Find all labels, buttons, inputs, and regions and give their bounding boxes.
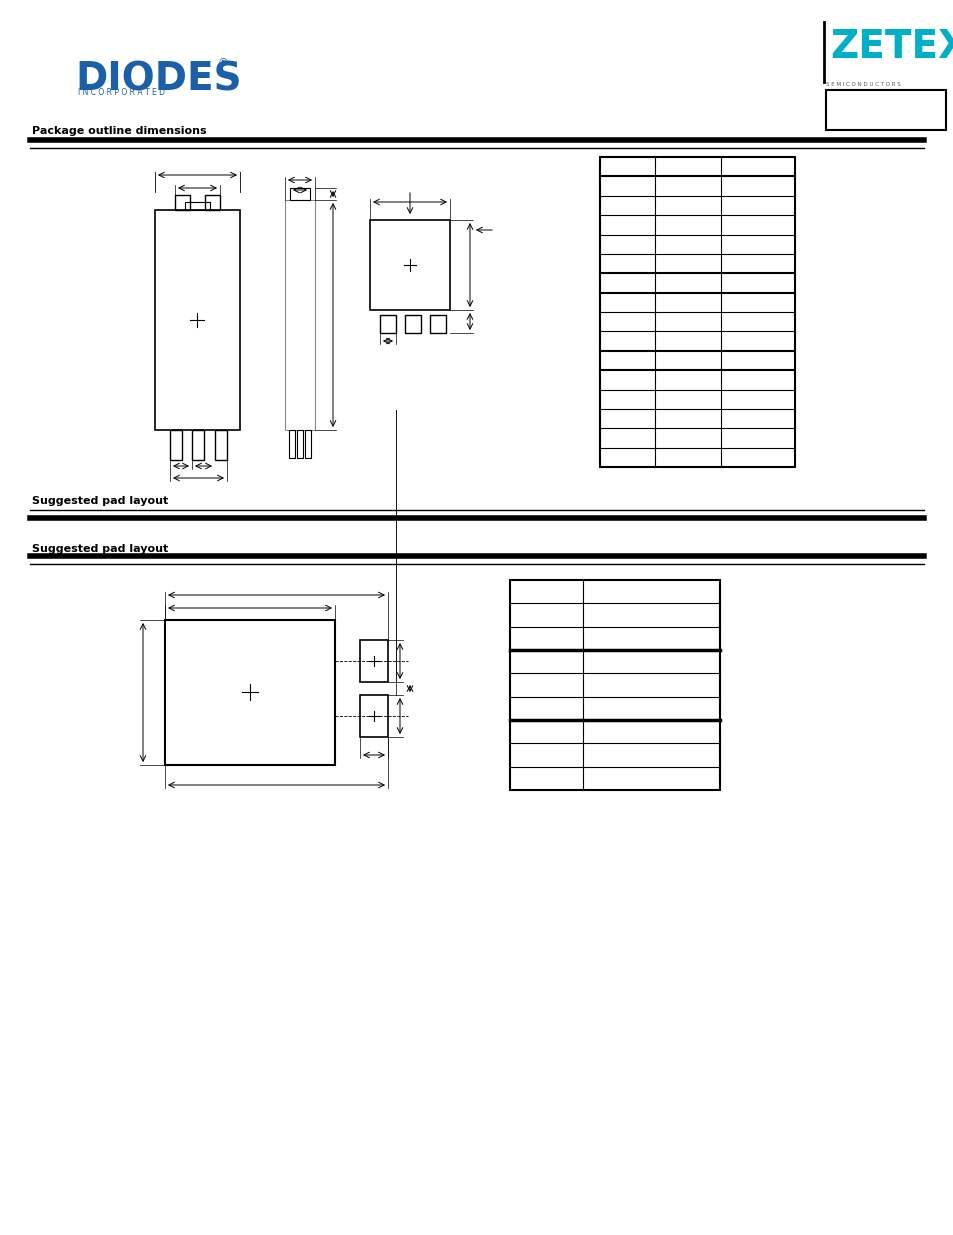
Bar	[510, 580, 720, 790]
Text: ®: ®	[218, 58, 229, 68]
Bar	[290, 188, 310, 200]
Bar	[405, 315, 420, 333]
Bar	[305, 430, 311, 458]
Bar	[205, 195, 220, 210]
Bar	[174, 195, 190, 210]
Text: I N C O R P O R A T E D: I N C O R P O R A T E D	[78, 88, 165, 98]
Bar	[296, 430, 303, 458]
Bar	[359, 695, 388, 737]
Text: DIODES: DIODES	[75, 61, 241, 98]
Bar	[359, 640, 388, 682]
Bar	[825, 90, 945, 130]
Text: Suggested pad layout: Suggested pad layout	[32, 496, 168, 506]
Text: Package outline dimensions: Package outline dimensions	[32, 126, 207, 136]
Bar	[154, 210, 240, 430]
Bar	[185, 203, 210, 210]
Bar	[285, 200, 314, 430]
Bar	[165, 620, 335, 764]
Bar	[289, 430, 294, 458]
Text: ZETEX: ZETEX	[829, 28, 953, 65]
Bar	[214, 430, 227, 459]
Bar	[430, 315, 446, 333]
Bar	[599, 157, 794, 467]
Text: S E M I C O N D U C T O R S: S E M I C O N D U C T O R S	[825, 82, 900, 86]
Text: Suggested pad layout: Suggested pad layout	[32, 543, 168, 555]
Bar	[192, 430, 204, 459]
Bar	[379, 315, 395, 333]
Bar	[370, 220, 450, 310]
Bar	[170, 430, 182, 459]
